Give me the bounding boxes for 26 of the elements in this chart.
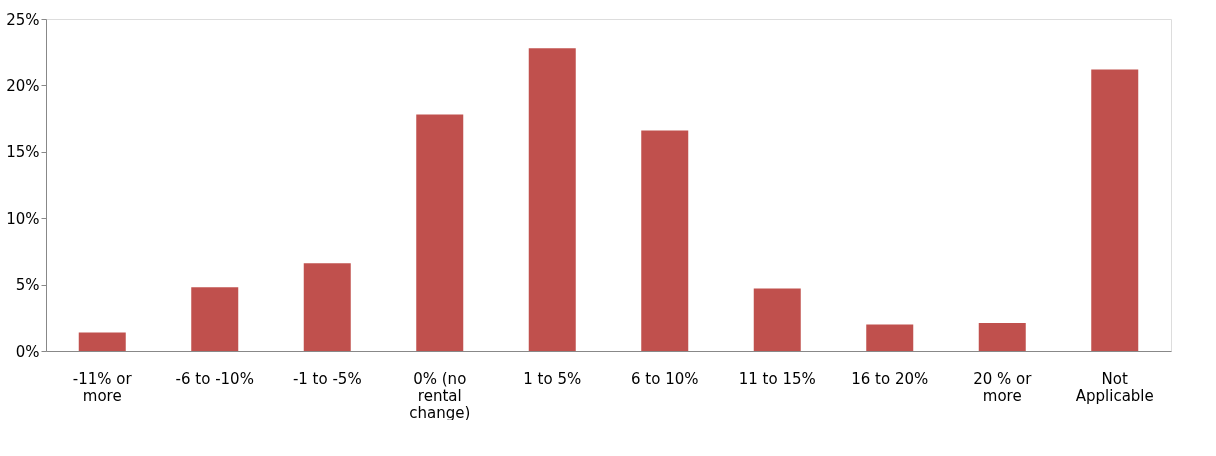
x-tick-label: 0% (no rental change) bbox=[409, 369, 471, 422]
y-tick-label: 20% bbox=[6, 76, 40, 95]
x-tick-label: 11 to 15% bbox=[738, 369, 816, 388]
bar bbox=[416, 114, 464, 351]
bar bbox=[78, 332, 126, 351]
bar bbox=[528, 48, 576, 351]
y-tick-label: 25% bbox=[6, 10, 40, 29]
x-tick-label: 6 to 10% bbox=[631, 369, 699, 388]
x-tick-label: 1 to 5% bbox=[523, 369, 582, 388]
y-tick-label: 5% bbox=[15, 276, 40, 295]
bar bbox=[191, 287, 239, 351]
x-tick-label: 20 % or more bbox=[973, 369, 1033, 405]
x-tick-label: 16 to 20% bbox=[851, 369, 929, 388]
x-tick-label: -11% or more bbox=[72, 369, 133, 405]
x-tick-label: -6 to -10% bbox=[175, 369, 254, 388]
x-tick-label: Not Applicable bbox=[1075, 369, 1154, 405]
y-tick-label: 15% bbox=[6, 143, 40, 162]
bar bbox=[978, 323, 1026, 351]
y-tick-label: 0% bbox=[15, 342, 40, 361]
bar bbox=[866, 324, 914, 351]
bar bbox=[1091, 69, 1139, 351]
bar bbox=[303, 263, 351, 351]
bar bbox=[753, 288, 801, 351]
y-tick-label: 10% bbox=[6, 209, 40, 228]
x-tick-label: -1 to -5% bbox=[292, 369, 362, 388]
bar bbox=[641, 130, 689, 351]
